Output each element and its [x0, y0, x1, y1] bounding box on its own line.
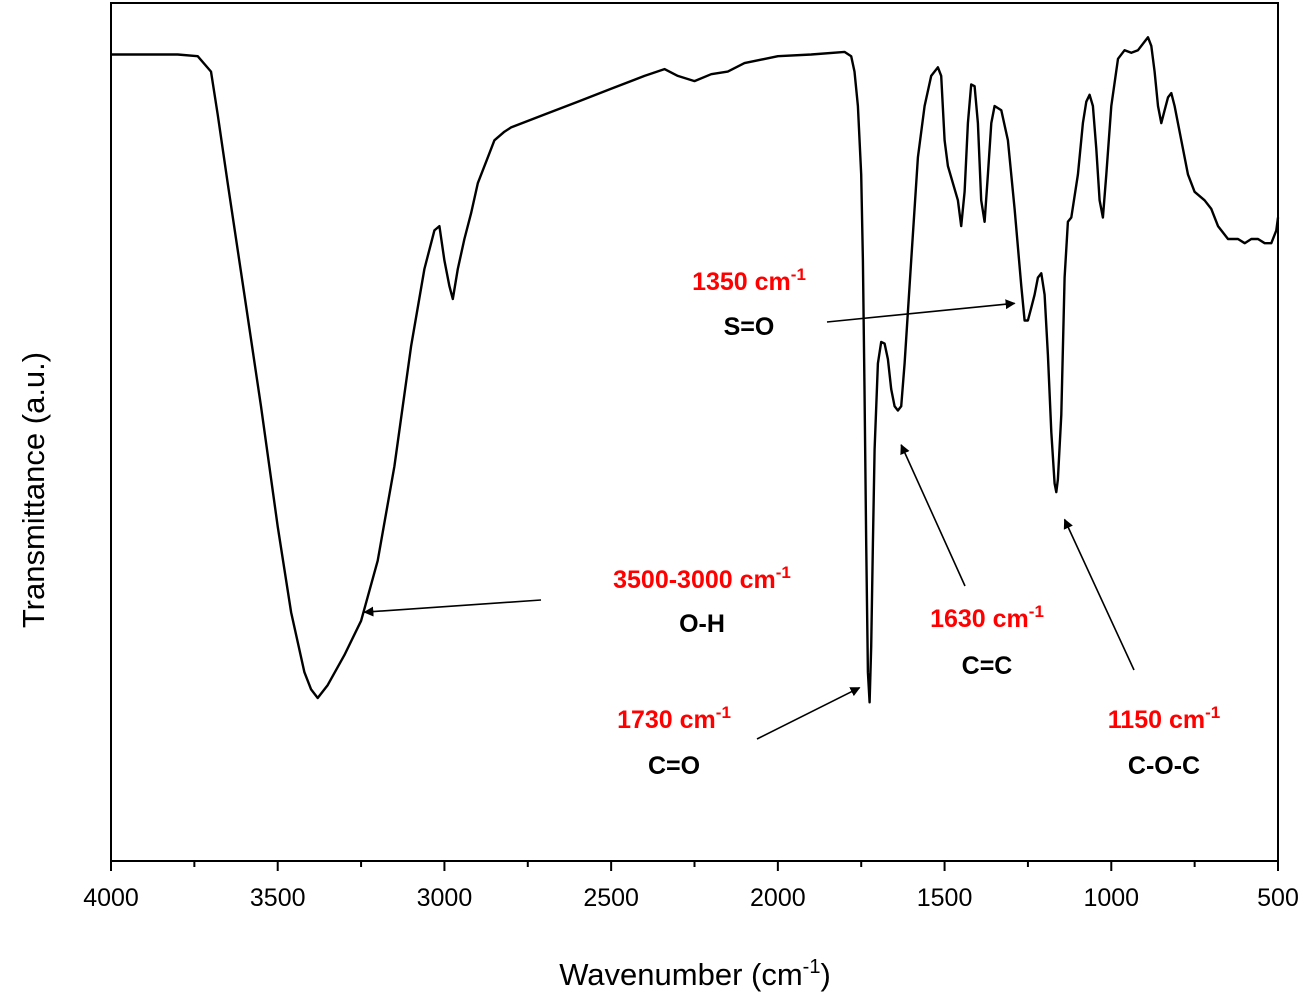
- annotation-group: C-O-C: [1128, 752, 1200, 780]
- x-tick-label: 3500: [250, 884, 306, 912]
- spectrum-line-0: [111, 36, 1280, 704]
- annotation-arrow: [1063, 518, 1135, 671]
- annotation-arrow: [756, 686, 861, 740]
- x-tick-label: 4000: [83, 884, 139, 912]
- x-tick-label: 500: [1257, 884, 1299, 912]
- x-tick-label: 2500: [583, 884, 639, 912]
- annotation-wavenumber: 1150 cm-1: [1108, 703, 1220, 734]
- annotation-arrow: [900, 443, 966, 587]
- x-tick-label: 1000: [1083, 884, 1139, 912]
- annotation-wavenumber: 1730 cm-1: [617, 703, 731, 734]
- annotation-wavenumber: 1350 cm-1: [692, 265, 806, 296]
- annotation-group: C=C: [962, 652, 1013, 680]
- x-axis-title: Wavenumber (cm-1): [559, 956, 831, 992]
- annotation-group: S=O: [724, 313, 775, 341]
- annotation-arrow: [826, 299, 1016, 323]
- annotation-group: O-H: [679, 610, 725, 638]
- x-tick-label: 1500: [917, 884, 973, 912]
- annotation-group: C=O: [648, 752, 700, 780]
- annotation-arrow: [363, 599, 542, 617]
- annotation-wavenumber: 3500-3000 cm-1: [613, 563, 791, 594]
- annotation-wavenumber: 1630 cm-1: [930, 602, 1044, 633]
- x-tick-label: 3000: [417, 884, 473, 912]
- x-tick-label: 2000: [750, 884, 806, 912]
- y-axis-title: Transmittance (a.u.): [16, 352, 51, 628]
